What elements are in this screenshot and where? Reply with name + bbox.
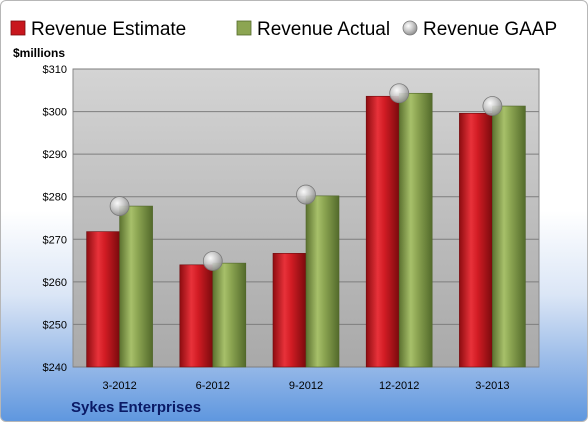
legend-label: Revenue GAAP — [423, 19, 557, 40]
gaap-markers — [109, 83, 503, 271]
bars — [86, 92, 526, 368]
y-tick-label: $240 — [43, 362, 67, 374]
marker-revenue-gaap — [202, 251, 223, 271]
y-axis-unit-label: $millions — [13, 46, 65, 60]
marker-revenue-gaap — [482, 96, 503, 116]
marker-revenue-gaap — [109, 196, 130, 216]
bar-revenue-estimate — [459, 112, 493, 368]
y-tick-label: $280 — [43, 192, 67, 204]
legend-swatch — [402, 20, 418, 36]
bar-revenue-actual — [492, 105, 526, 368]
x-tick-label: 6-2012 — [196, 380, 230, 392]
x-tick-label: 3-2012 — [102, 380, 136, 392]
bar-revenue-estimate — [365, 95, 400, 368]
company-name: Sykes Enterprises — [71, 399, 201, 416]
legend: Revenue Estimate Revenue Actual Revenue GA… — [10, 19, 557, 40]
marker-revenue-gaap — [296, 184, 316, 205]
y-tick-label: $310 — [43, 64, 67, 76]
legend-label: Revenue Estimate — [31, 19, 186, 40]
bar-revenue-actual — [119, 205, 153, 368]
y-tick-label: $260 — [43, 277, 67, 289]
bar-revenue-estimate — [86, 231, 120, 368]
y-tick-label: $250 — [43, 319, 67, 331]
x-tick-label: 12-2012 — [379, 380, 419, 392]
y-tick-label: $290 — [43, 149, 67, 161]
marker-revenue-gaap — [389, 83, 410, 104]
bar-revenue-estimate — [272, 253, 307, 368]
y-axis-ticks: $240 $250 $260 $270 $280 $290 $300 $310 — [43, 64, 67, 374]
bar-revenue-actual — [212, 262, 247, 368]
legend-swatch — [236, 20, 252, 36]
bar-revenue-estimate — [179, 264, 214, 368]
legend-label: Revenue Actual — [257, 19, 390, 40]
x-tick-label: 9-2012 — [289, 380, 323, 392]
legend-swatch — [10, 20, 26, 36]
x-tick-label: 3-2013 — [475, 380, 509, 392]
y-tick-label: $270 — [43, 234, 67, 246]
y-tick-label: $300 — [43, 107, 67, 119]
x-axis-ticks: 3-2012 6-2012 9-2012 12-2012 3-2013 — [102, 380, 509, 392]
bar-revenue-actual — [305, 195, 340, 368]
bar-revenue-actual — [398, 92, 433, 368]
